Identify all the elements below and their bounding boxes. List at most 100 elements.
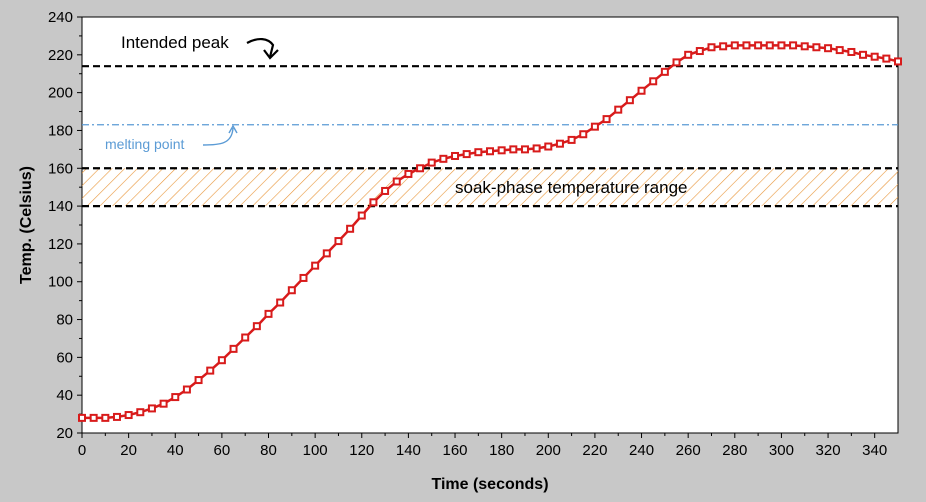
soak-band <box>82 168 898 207</box>
data-point <box>462 150 471 159</box>
data-point <box>789 41 798 50</box>
x-tick-label: 120 <box>349 442 374 459</box>
x-tick-label: 340 <box>862 442 887 459</box>
soak-band-label: soak-phase temperature range <box>455 178 687 197</box>
data-point <box>334 237 343 246</box>
data-point <box>322 249 331 258</box>
data-point <box>544 142 553 151</box>
intended-peak-arrowhead <box>263 49 279 60</box>
data-point <box>672 58 681 67</box>
data-point <box>824 44 833 53</box>
x-tick-label: 20 <box>120 442 137 459</box>
data-point <box>614 105 623 114</box>
data-point <box>730 41 739 50</box>
data-point <box>159 399 168 408</box>
x-tick-label: 280 <box>722 442 747 459</box>
intended-peak-arrow <box>246 38 275 58</box>
data-point <box>451 151 460 160</box>
x-tick-label: 60 <box>214 442 231 459</box>
data-point <box>147 404 156 413</box>
data-point <box>847 47 856 56</box>
data-point <box>241 333 250 342</box>
data-point <box>392 177 401 186</box>
data-point <box>894 57 902 66</box>
y-tick-label: 20 <box>56 425 73 442</box>
data-point <box>684 50 693 59</box>
data-point <box>206 366 215 375</box>
data-point <box>882 54 891 63</box>
data-point <box>637 86 646 95</box>
data-point <box>765 41 774 50</box>
data-point <box>602 115 611 124</box>
x-tick-label: 0 <box>78 442 86 459</box>
data-point <box>287 286 296 295</box>
data-point <box>182 385 191 394</box>
data-point <box>229 344 238 353</box>
data-point <box>78 413 86 422</box>
data-point <box>89 413 98 422</box>
data-point <box>416 164 425 173</box>
x-tick-label: 160 <box>443 442 468 459</box>
data-point <box>509 145 518 154</box>
data-point <box>194 376 203 385</box>
x-tick-label: 220 <box>582 442 607 459</box>
y-tick-label: 160 <box>48 160 73 177</box>
x-tick-label: 260 <box>676 442 701 459</box>
data-point <box>520 145 529 154</box>
data-point <box>777 41 786 50</box>
data-point <box>859 50 868 59</box>
y-tick-label: 200 <box>48 85 73 102</box>
data-point <box>707 43 716 52</box>
melting-point-label: melting point <box>105 136 184 152</box>
data-point <box>171 393 180 402</box>
x-tick-label: 320 <box>816 442 841 459</box>
data-point <box>660 67 669 76</box>
data-point <box>486 147 494 156</box>
data-point <box>357 211 366 220</box>
data-point <box>439 154 448 163</box>
data-point <box>217 356 226 365</box>
melting-point-arrow <box>202 127 234 146</box>
plot-area <box>81 16 899 434</box>
data-point <box>252 322 261 331</box>
x-tick-label: 80 <box>260 442 277 459</box>
data-point <box>112 412 121 421</box>
y-tick-label: 240 <box>48 9 73 26</box>
y-tick-label: 180 <box>48 122 73 139</box>
melting-point-arrowhead <box>228 124 238 134</box>
y-tick-label: 100 <box>48 274 73 291</box>
data-point <box>625 96 634 105</box>
data-point <box>101 413 110 422</box>
x-tick-label: 140 <box>396 442 421 459</box>
data-point <box>649 77 658 86</box>
data-point <box>754 41 763 50</box>
data-point <box>835 46 844 55</box>
data-point <box>555 139 564 148</box>
data-point <box>369 198 378 207</box>
data-point <box>532 144 541 153</box>
data-point <box>590 122 599 131</box>
x-tick-label: 100 <box>303 442 328 459</box>
x-tick-label: 180 <box>489 442 514 459</box>
y-tick-label: 80 <box>56 312 73 329</box>
data-point <box>567 135 576 144</box>
data-point <box>800 42 809 51</box>
data-point <box>124 411 133 420</box>
x-tick-label: 300 <box>769 442 794 459</box>
data-point <box>695 47 704 56</box>
data-point <box>136 408 145 417</box>
data-point <box>427 158 436 167</box>
y-tick-label: 140 <box>48 198 73 215</box>
data-point <box>812 43 821 52</box>
x-tick-label: 40 <box>167 442 184 459</box>
data-point <box>719 42 728 51</box>
intended-peak-label: Intended peak <box>121 33 229 52</box>
data-point <box>264 309 273 318</box>
data-point <box>870 52 879 61</box>
data-point <box>579 130 588 139</box>
data-point <box>276 298 285 307</box>
x-tick-label: 200 <box>536 442 561 459</box>
data-point <box>474 148 483 157</box>
